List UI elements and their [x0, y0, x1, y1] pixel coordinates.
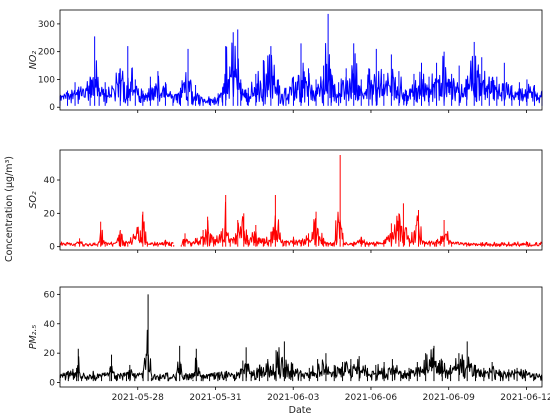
y-tick-label: 0	[49, 379, 55, 389]
series-line	[59, 214, 174, 247]
x-tick-label: 2021-06-09	[423, 393, 476, 403]
panel-y-label: SO₂	[28, 191, 39, 209]
plot-frame	[59, 149, 543, 251]
panel-y-label: NO₂	[28, 51, 39, 70]
plot-frame	[59, 286, 543, 388]
shared-y-axis-label: Concentration (μg/m³)	[4, 156, 15, 262]
y-tick-label: 40	[44, 320, 56, 330]
y-tick-label: 100	[38, 75, 55, 85]
y-tick-label: 60	[44, 290, 56, 300]
series-line	[181, 201, 543, 247]
panel-2: 0 20 40 SO₂	[28, 149, 543, 253]
x-tick-label: 2021-06-12	[500, 393, 550, 403]
x-tick-label: 2021-06-03	[267, 393, 319, 403]
x-tick-label: 2021-05-31	[189, 393, 241, 403]
plot-frame	[59, 9, 543, 111]
y-tick-label: 40	[44, 176, 56, 186]
y-tick-label: 300	[38, 20, 55, 30]
y-tick-label: 200	[38, 48, 55, 58]
panel-3: 0 20 40 60 PM₂.₅ 2021-05-28 2021-05-31 2021-06-…	[28, 286, 550, 403]
x-axis-label: Date	[289, 405, 312, 416]
y-tick-label: 0	[49, 243, 55, 253]
y-tick-label: 20	[44, 349, 56, 359]
y-tick-label: 0	[49, 103, 55, 113]
panel-1: 0 100 200 300 NO₂	[28, 9, 543, 113]
y-tick-label: 20	[44, 209, 56, 219]
x-tick-label: 2021-05-28	[112, 393, 165, 403]
panel-y-label: PM₂.₅	[28, 325, 39, 350]
x-tick-label: 2021-06-06	[345, 393, 398, 403]
